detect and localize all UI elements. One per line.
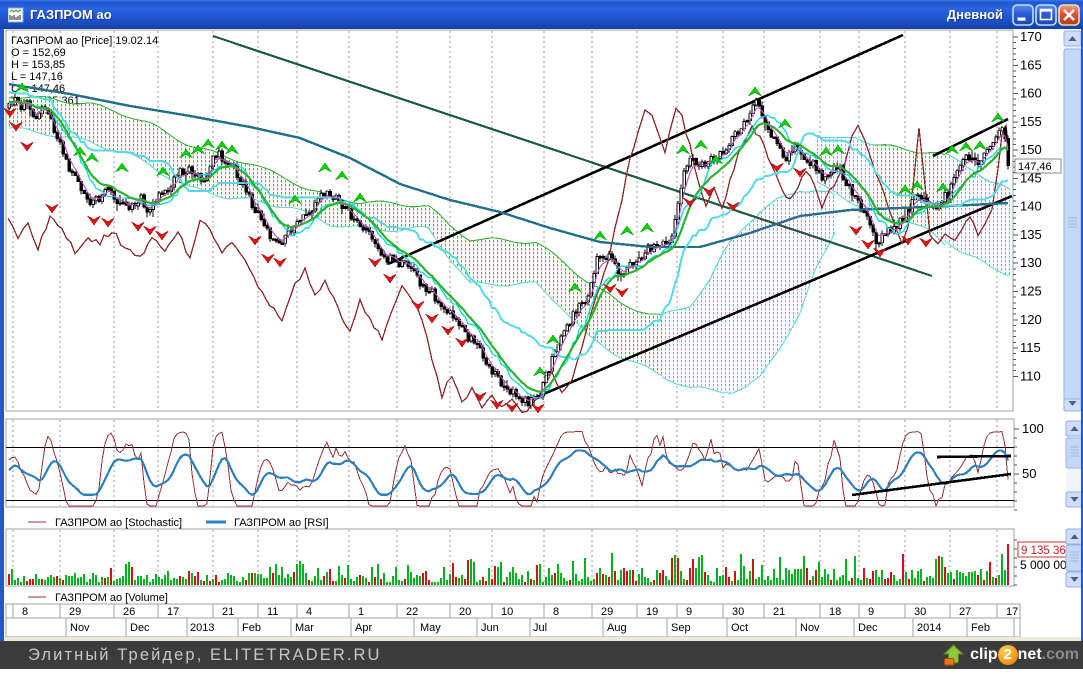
svg-text:145: 145 <box>1020 170 1042 185</box>
svg-text:130: 130 <box>1020 255 1042 270</box>
svg-text:L = 147,16: L = 147,16 <box>11 71 63 83</box>
svg-text:Sep: Sep <box>671 622 691 634</box>
svg-text:140: 140 <box>1020 199 1042 214</box>
svg-text:21: 21 <box>222 606 234 618</box>
svg-text:Mar: Mar <box>295 622 314 634</box>
svg-text:H = 153,85: H = 153,85 <box>11 59 65 71</box>
svg-text:29: 29 <box>69 606 81 618</box>
svg-text:9 135 361: 9 135 361 <box>1021 545 1072 557</box>
svg-text:160: 160 <box>1020 86 1042 101</box>
svg-text:Feb: Feb <box>242 622 261 634</box>
svg-text:30: 30 <box>914 606 926 618</box>
svg-text:150: 150 <box>1020 142 1042 157</box>
svg-text:18: 18 <box>829 606 841 618</box>
svg-text:Jul: Jul <box>533 622 547 634</box>
svg-text:27: 27 <box>959 606 971 618</box>
svg-text:May: May <box>420 622 441 634</box>
svg-text:Aug: Aug <box>607 622 627 634</box>
svg-text:Oct: Oct <box>731 622 748 634</box>
svg-text:50: 50 <box>1022 466 1036 481</box>
svg-text:135: 135 <box>1020 227 1042 242</box>
svg-text:125: 125 <box>1020 284 1042 299</box>
svg-text:Jun: Jun <box>481 622 499 634</box>
svg-text:Dec: Dec <box>858 622 878 634</box>
svg-text:9: 9 <box>868 606 874 618</box>
svg-text:Dec: Dec <box>130 622 150 634</box>
svg-text:Nov: Nov <box>800 622 820 634</box>
svg-text:115: 115 <box>1020 340 1041 355</box>
svg-text:Apr: Apr <box>355 622 372 634</box>
svg-text:26: 26 <box>123 606 135 618</box>
svg-text:21: 21 <box>773 606 785 618</box>
svg-text:ГАЗПРОМ ао [Price] 19.02.14: ГАЗПРОМ ао [Price] 19.02.14 <box>11 35 158 47</box>
svg-text:ГАЗПРОМ ао [Volume]: ГАЗПРОМ ао [Volume] <box>55 592 168 604</box>
svg-text:8: 8 <box>22 606 28 618</box>
svg-text:147,46: 147,46 <box>1018 161 1052 173</box>
svg-text:30: 30 <box>732 606 744 618</box>
svg-text:17: 17 <box>167 606 179 618</box>
svg-text:11: 11 <box>267 606 278 618</box>
svg-text:100: 100 <box>1022 421 1044 436</box>
svg-text:O = 152,69: O = 152,69 <box>11 47 66 59</box>
svg-text:20: 20 <box>459 606 471 618</box>
svg-text:1: 1 <box>358 606 364 618</box>
svg-text:8: 8 <box>553 606 559 618</box>
svg-text:ГАЗПРОМ ао [RSI]: ГАЗПРОМ ао [RSI] <box>234 517 329 529</box>
svg-text:Nov: Nov <box>70 622 90 634</box>
svg-text:9: 9 <box>686 606 692 618</box>
svg-text:2013: 2013 <box>190 622 214 634</box>
svg-text:2014: 2014 <box>917 622 941 634</box>
svg-text:5 000 000: 5 000 000 <box>1020 558 1074 572</box>
svg-text:170: 170 <box>1020 29 1042 44</box>
svg-text:ГАЗПРОМ ао [Stochastic]: ГАЗПРОМ ао [Stochastic] <box>55 517 182 529</box>
svg-text:Feb: Feb <box>971 622 990 634</box>
svg-text:165: 165 <box>1020 57 1042 72</box>
svg-text:4: 4 <box>306 606 312 618</box>
svg-text:19: 19 <box>646 606 658 618</box>
svg-text:120: 120 <box>1020 312 1042 327</box>
svg-text:155: 155 <box>1020 114 1042 129</box>
svg-text:10: 10 <box>501 606 513 618</box>
svg-text:22: 22 <box>406 606 418 618</box>
svg-text:17: 17 <box>1006 606 1018 618</box>
svg-text:110: 110 <box>1020 368 1041 383</box>
svg-text:29: 29 <box>601 606 613 618</box>
